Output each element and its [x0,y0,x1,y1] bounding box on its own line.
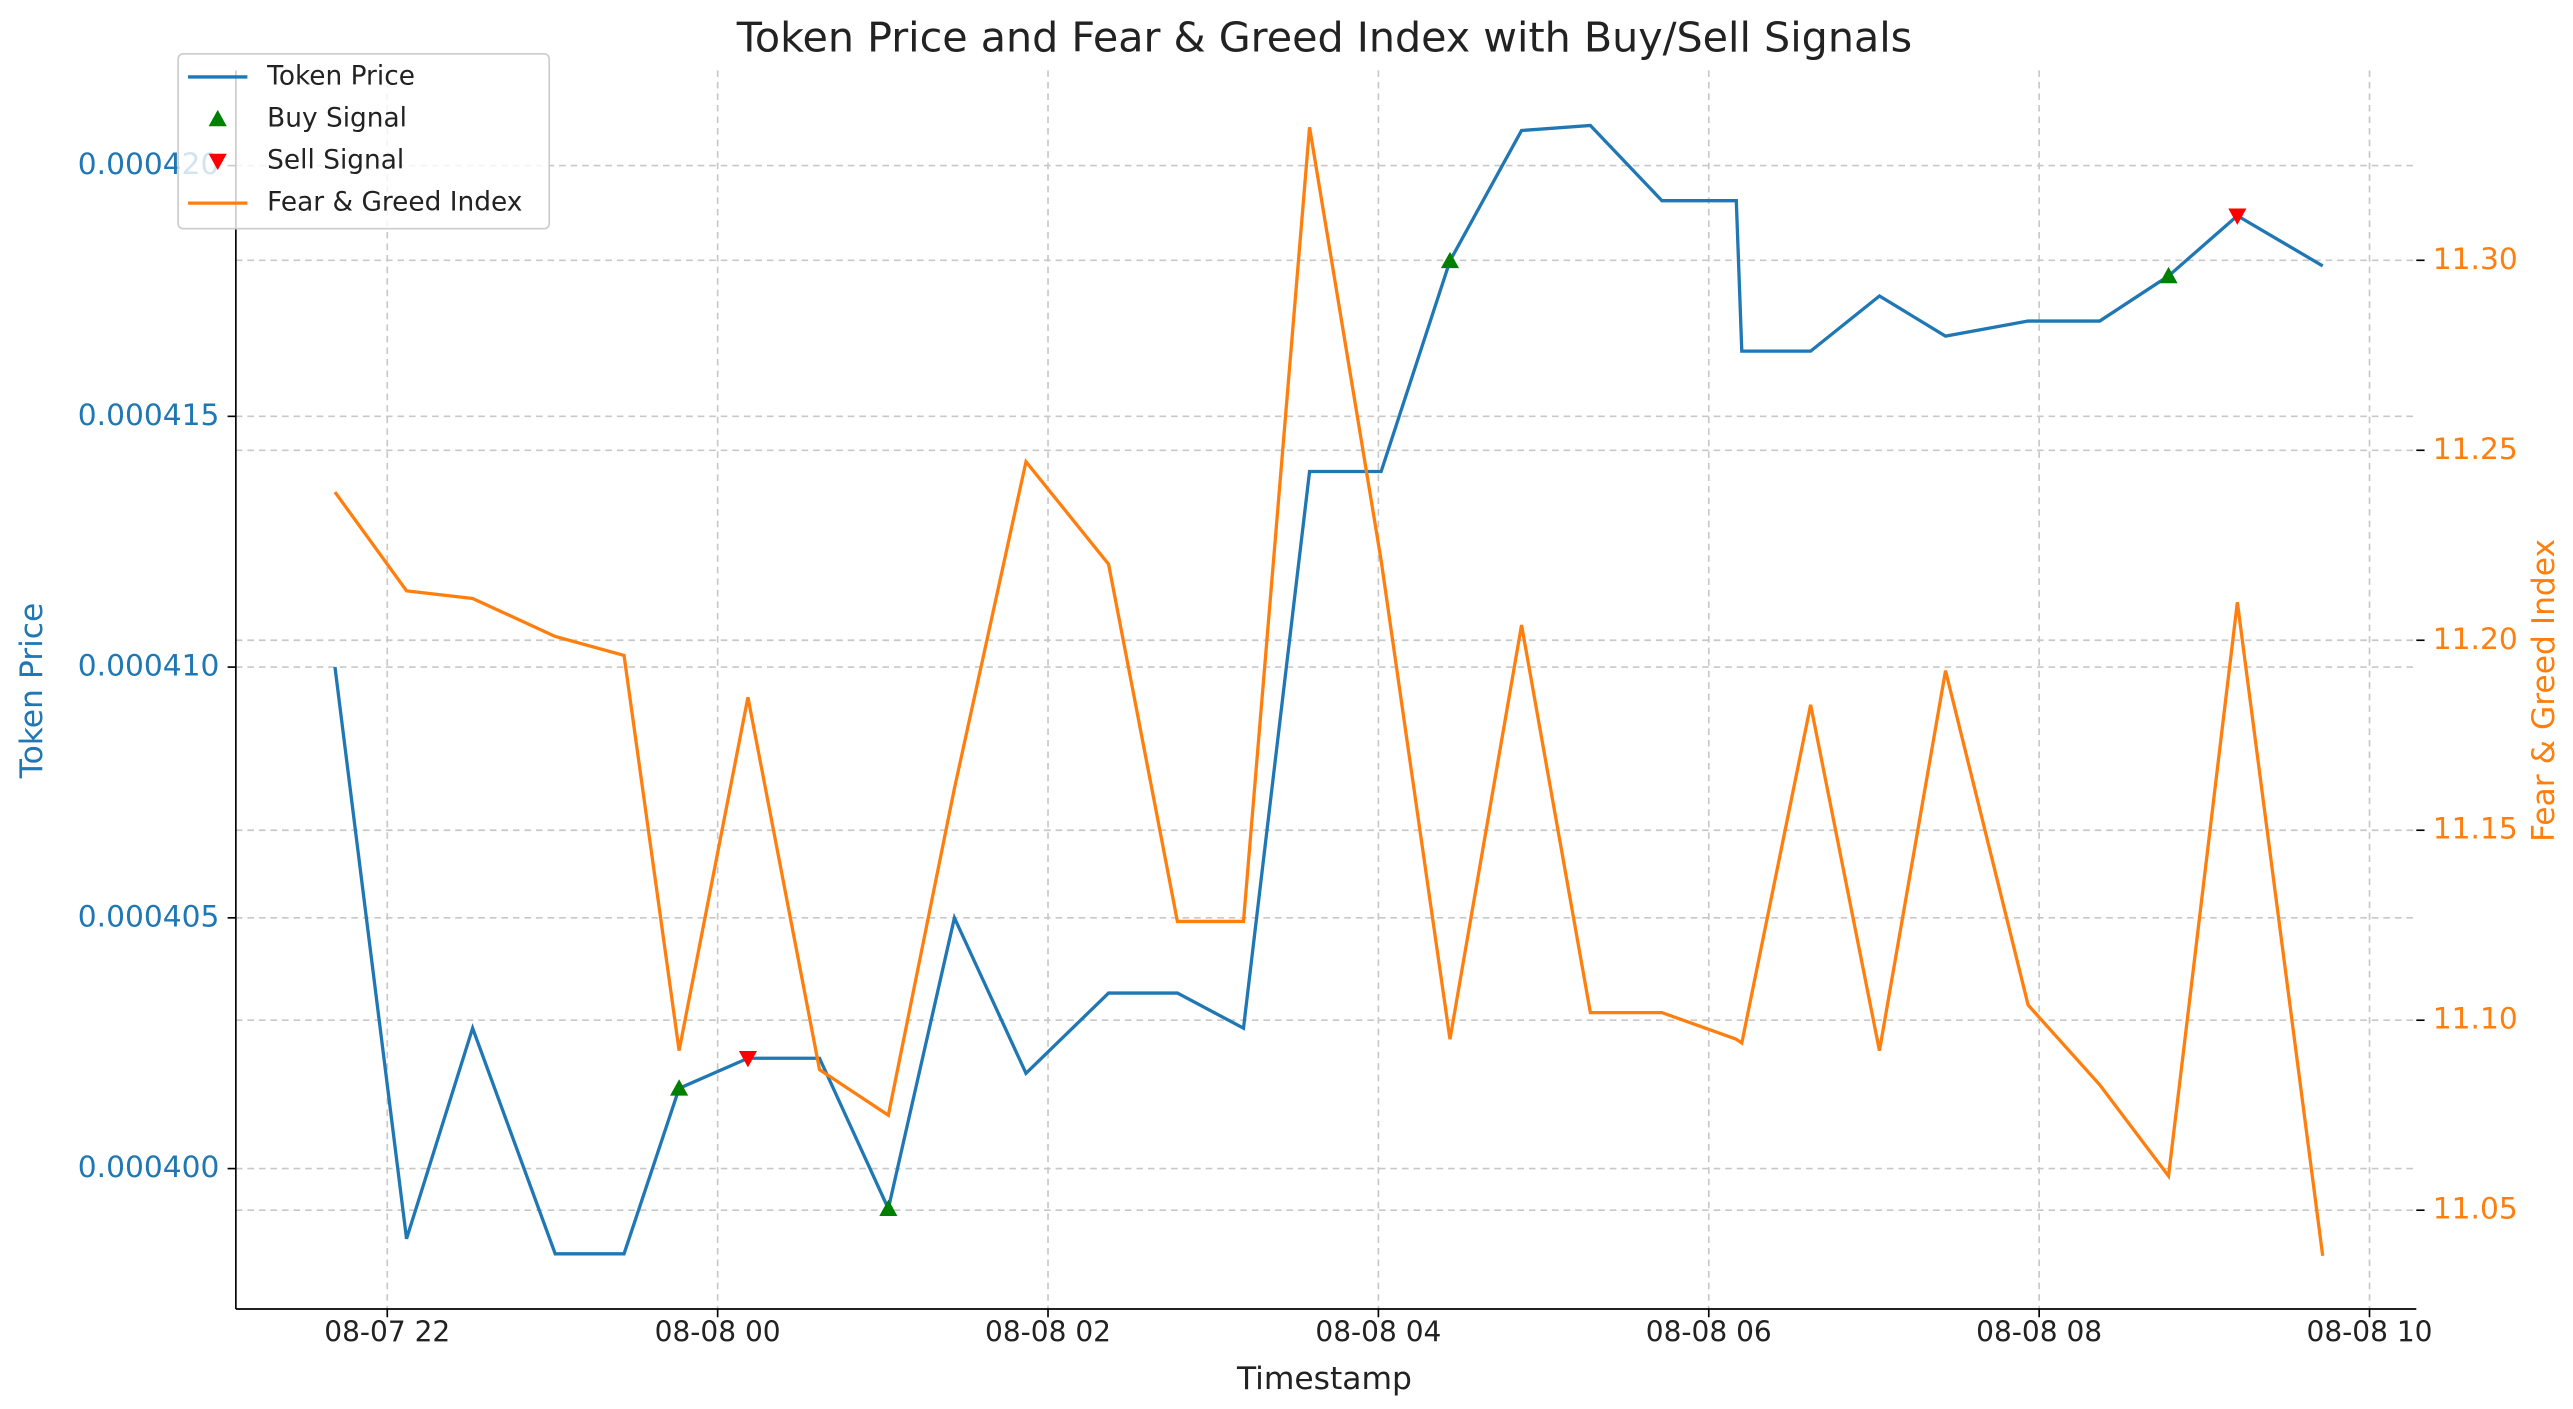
x-tick-label: 08-08 08 [1976,1316,2102,1349]
y-axis-label: Token Price [14,603,50,780]
y-tick-label: 0.000410 [78,648,220,683]
x-tick-label: 08-08 10 [2307,1316,2433,1349]
legend-swatch [208,109,227,127]
x-tick-label: 08-08 02 [985,1316,1111,1349]
signal-marker [1440,251,1460,269]
signal-marker [2159,266,2178,284]
data-line [333,127,2325,1257]
y-tick-label: 0.000415 [78,397,220,432]
y2-tick-label: 11.10 [2433,1001,2518,1036]
legend-label: Buy Signal [267,103,407,133]
y-tick-label: 0.000400 [78,1149,220,1184]
y2-tick-label: 11.15 [2433,811,2518,846]
signal-marker [670,1079,689,1096]
x-tick-label: 08-08 00 [655,1316,781,1349]
x-tick-label: 08-08 06 [1646,1316,1772,1349]
x-axis-label: Timestamp [1236,1361,1412,1397]
chart-title: Token Price and Fear & Greed Index with … [736,14,1912,62]
legend-label: Sell Signal [267,146,404,176]
legend-swatch [208,153,227,171]
data-line [333,123,2324,1256]
y2-tick-label: 11.05 [2433,1191,2518,1226]
x-tick-label: 08-07 22 [324,1316,450,1349]
signal-marker [738,1050,758,1068]
y2-axis-label: Fear & Greed Index [2526,539,2562,842]
y-tick-label: 0.000405 [78,898,220,933]
legend-box [177,53,551,230]
y2-tick-label: 11.20 [2433,621,2518,656]
legend-label: Fear & Greed Index [267,188,522,218]
signal-marker [879,1199,898,1216]
legend-label: Token Price [266,61,415,91]
y2-tick-label: 11.25 [2433,431,2518,466]
x-tick-label: 08-08 04 [1315,1316,1441,1349]
y2-tick-label: 11.30 [2433,241,2518,276]
signal-marker [2228,208,2247,225]
